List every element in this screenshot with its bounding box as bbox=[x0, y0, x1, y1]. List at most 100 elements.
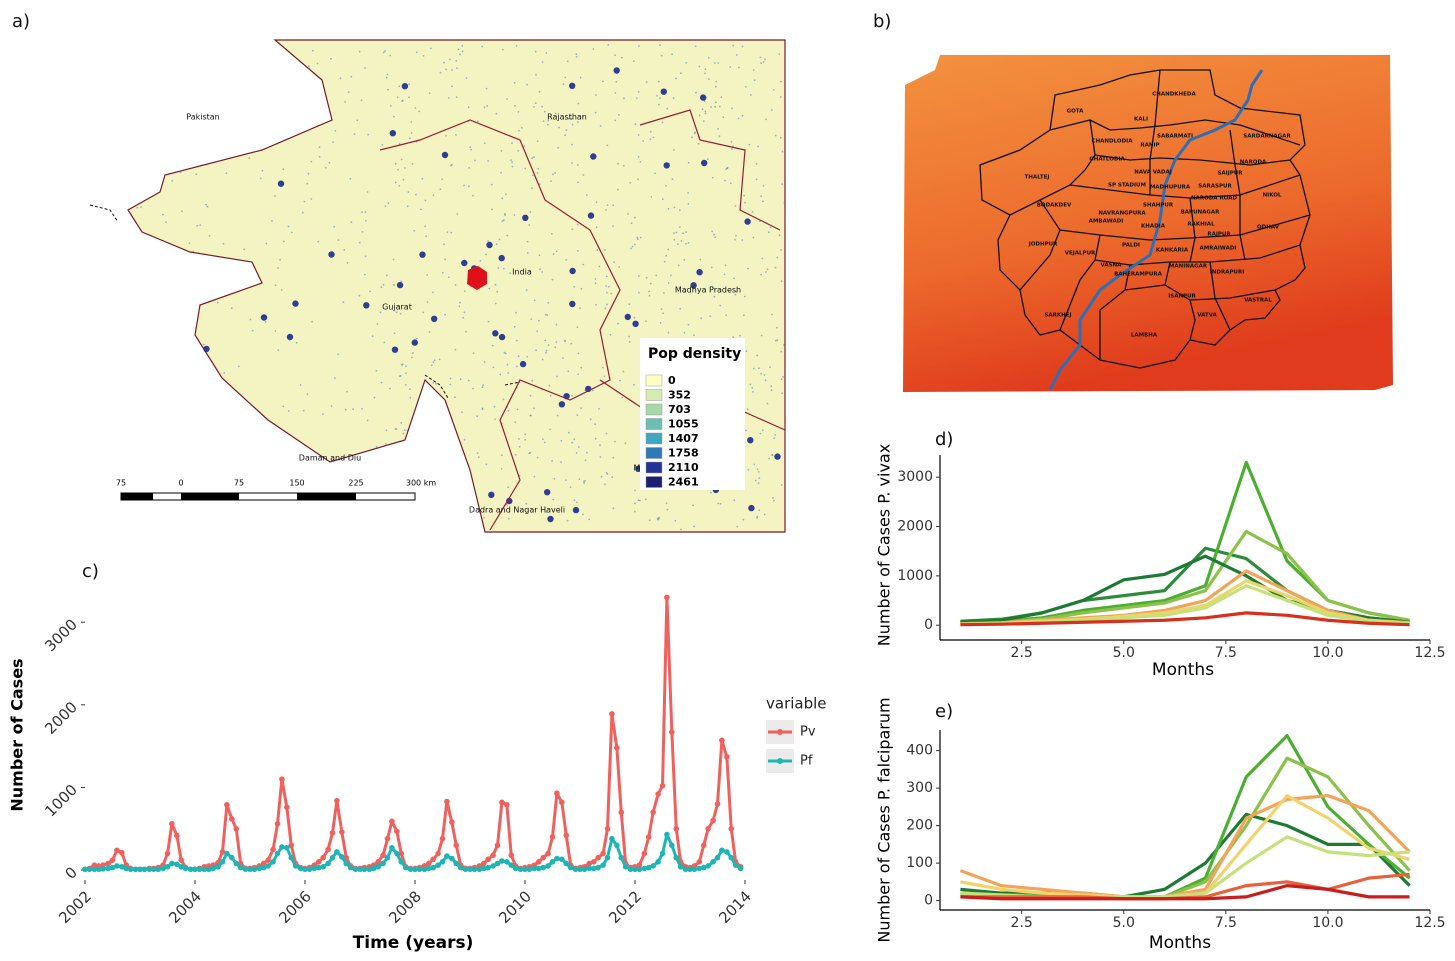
settlement bbox=[781, 484, 783, 486]
scale-label: 0 bbox=[178, 479, 183, 488]
settlement bbox=[423, 55, 425, 57]
settlement bbox=[333, 226, 335, 228]
settlement bbox=[753, 237, 755, 239]
settlement bbox=[717, 503, 719, 505]
settlement bbox=[537, 140, 539, 142]
x-tick-label: 7.5 bbox=[1215, 645, 1237, 661]
settlement bbox=[459, 302, 461, 304]
settlement bbox=[773, 89, 775, 91]
data-point bbox=[705, 826, 711, 832]
settlement bbox=[744, 296, 746, 298]
settlement bbox=[386, 274, 388, 276]
settlement bbox=[646, 81, 648, 83]
settlement bbox=[411, 132, 413, 134]
settlement bbox=[248, 157, 250, 159]
ward-label: AMRAIWADI bbox=[1200, 246, 1237, 252]
data-point bbox=[224, 851, 230, 857]
scale-bar-segment bbox=[121, 493, 153, 500]
data-point bbox=[605, 855, 611, 861]
settlement bbox=[662, 312, 664, 314]
settlement bbox=[674, 239, 676, 241]
settlement bbox=[763, 61, 765, 63]
ward-label: JODHPUR bbox=[1028, 242, 1058, 248]
settlement bbox=[539, 254, 541, 256]
settlement bbox=[735, 205, 737, 207]
settlement bbox=[662, 198, 664, 200]
settlement bbox=[508, 410, 510, 412]
settlement bbox=[455, 284, 457, 286]
settlement bbox=[576, 53, 578, 55]
settlement bbox=[711, 267, 713, 269]
legend-label: 1758 bbox=[668, 447, 699, 460]
series-line bbox=[960, 796, 1409, 897]
settlement bbox=[520, 361, 526, 367]
settlement bbox=[278, 181, 284, 187]
settlement bbox=[544, 489, 550, 495]
settlement bbox=[458, 48, 460, 50]
settlement bbox=[519, 446, 521, 448]
settlement bbox=[495, 303, 497, 305]
settlement bbox=[507, 486, 509, 488]
settlement bbox=[526, 84, 528, 86]
settlement bbox=[376, 446, 378, 448]
settlement bbox=[389, 55, 391, 57]
settlement bbox=[679, 308, 681, 310]
settlement bbox=[632, 246, 634, 248]
settlement bbox=[488, 288, 490, 290]
settlement bbox=[545, 52, 547, 54]
settlement bbox=[533, 408, 535, 410]
data-point bbox=[710, 859, 716, 865]
settlement bbox=[386, 77, 388, 79]
settlement bbox=[415, 194, 417, 196]
settlement bbox=[634, 244, 636, 246]
settlement bbox=[565, 479, 567, 481]
settlement bbox=[750, 94, 752, 96]
settlement bbox=[442, 272, 444, 274]
settlement bbox=[496, 291, 498, 293]
settlement bbox=[496, 113, 498, 115]
settlement bbox=[300, 384, 302, 386]
settlement bbox=[715, 81, 717, 83]
settlement bbox=[494, 418, 496, 420]
settlement bbox=[482, 408, 484, 410]
settlement bbox=[636, 97, 638, 99]
legend-label: 703 bbox=[668, 403, 691, 416]
settlement bbox=[656, 95, 658, 97]
data-point bbox=[119, 850, 125, 856]
settlement bbox=[429, 331, 431, 333]
settlement bbox=[450, 165, 452, 167]
data-point bbox=[609, 711, 615, 717]
settlement bbox=[492, 345, 494, 347]
settlement bbox=[399, 375, 401, 377]
settlement bbox=[532, 175, 534, 177]
data-point bbox=[279, 844, 285, 850]
settlement bbox=[476, 415, 478, 417]
data-point bbox=[430, 857, 436, 863]
settlement bbox=[507, 372, 509, 374]
settlement bbox=[757, 146, 759, 148]
data-point bbox=[339, 829, 345, 835]
settlement bbox=[673, 149, 675, 151]
settlement bbox=[596, 226, 598, 228]
data-point bbox=[499, 858, 505, 864]
settlement bbox=[691, 136, 693, 138]
settlement bbox=[773, 500, 775, 502]
settlement bbox=[634, 490, 636, 492]
data-point bbox=[183, 866, 189, 872]
settlement bbox=[577, 224, 579, 226]
place-label: India bbox=[512, 268, 532, 277]
settlement bbox=[781, 392, 783, 394]
settlement bbox=[395, 428, 397, 430]
settlement bbox=[584, 480, 586, 482]
settlement bbox=[454, 396, 456, 398]
settlement bbox=[514, 214, 516, 216]
series-line bbox=[960, 462, 1409, 622]
settlement bbox=[260, 178, 262, 180]
settlement bbox=[590, 153, 596, 159]
settlement bbox=[635, 123, 637, 125]
settlement bbox=[407, 430, 409, 432]
settlement bbox=[542, 61, 544, 63]
settlement bbox=[616, 81, 618, 83]
settlement bbox=[595, 438, 597, 440]
settlement bbox=[714, 62, 716, 64]
